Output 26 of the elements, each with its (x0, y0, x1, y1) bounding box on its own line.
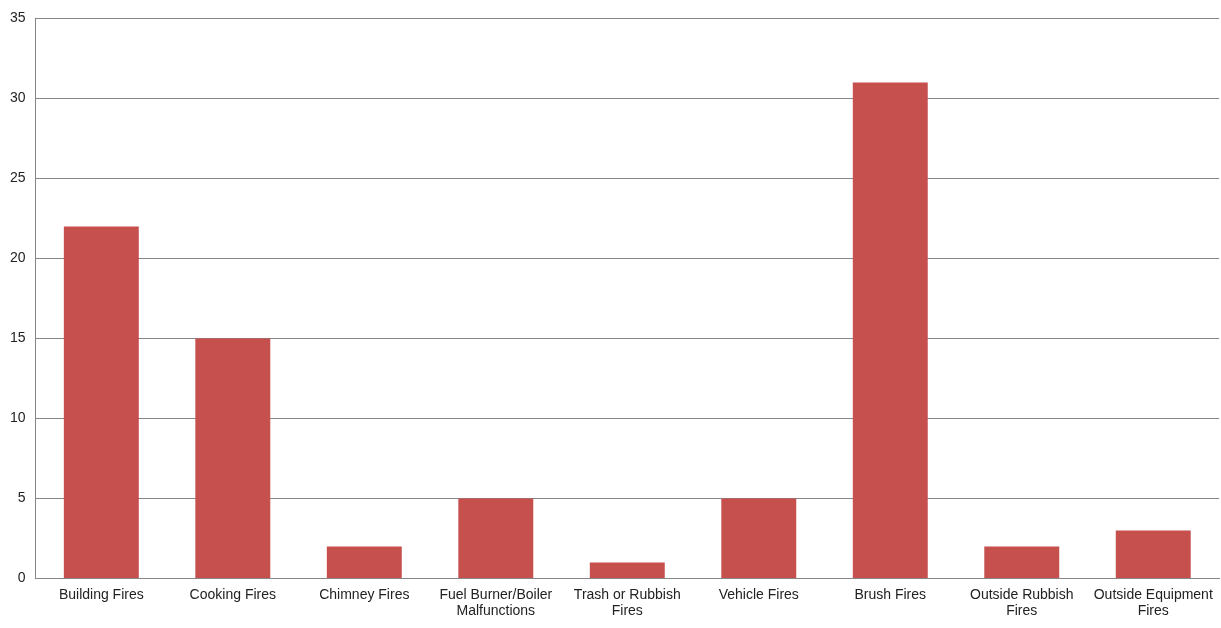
bar (326, 546, 402, 578)
bar (721, 498, 797, 578)
y-tick-label: 20 (9, 249, 26, 266)
x-tick-label: Brush Fires (854, 585, 927, 602)
x-tick-label: Outside Rubbish Fires (970, 585, 1074, 619)
bar (852, 82, 928, 578)
x-tick-label: Fuel Burner/Boiler Malfunctions (439, 585, 553, 619)
y-tick-label: 30 (9, 89, 26, 106)
x-tick-label: Building Fires (58, 585, 144, 602)
y-tick-label: 25 (9, 169, 26, 186)
bar (984, 546, 1060, 578)
bar (1115, 530, 1191, 578)
x-tick-label: Cooking Fires (189, 585, 276, 602)
y-tick-label: 10 (9, 409, 26, 426)
x-tick-label: Vehicle Fires (718, 585, 799, 602)
y-tick-label: 35 (9, 9, 26, 26)
x-tick-label: Trash or Rubbish Fires (573, 585, 681, 619)
y-tick-label: 5 (17, 489, 26, 506)
y-tick-label: 15 (9, 329, 26, 346)
bar (63, 226, 139, 578)
bar (195, 338, 271, 578)
bar (458, 498, 534, 578)
x-tick-label: Chimney Fires (319, 585, 410, 602)
bar (589, 562, 665, 578)
x-tick-label: Outside Equipment Fires (1093, 585, 1213, 619)
y-tick-label: 0 (17, 569, 26, 586)
